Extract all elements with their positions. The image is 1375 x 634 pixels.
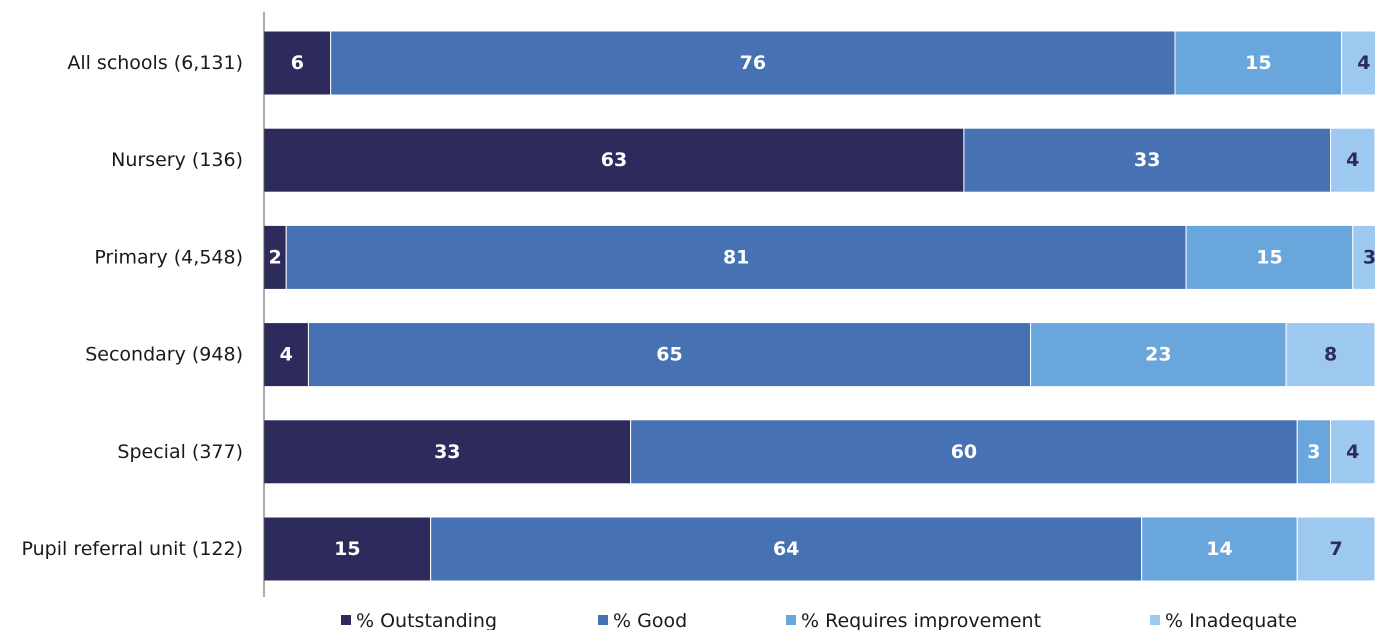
data-label: 81 <box>723 246 749 268</box>
bar-segment <box>1141 516 1298 582</box>
data-label: 7 <box>1329 538 1342 560</box>
legend-swatch <box>341 615 351 625</box>
data-label: 23 <box>1145 344 1171 366</box>
category-label: Secondary (948) <box>85 344 243 366</box>
data-label: 15 <box>1245 52 1271 74</box>
data-label: 8 <box>1324 344 1337 366</box>
data-label: 6 <box>291 52 304 74</box>
bar-segment <box>430 516 1143 582</box>
category-labels: All schools (6,131) Nursery (136) Primary … <box>22 52 243 560</box>
category-label: Primary (4,548) <box>94 246 243 268</box>
data-label: 64 <box>773 538 799 560</box>
bar-segment <box>285 224 1187 290</box>
category-label: All schools (6,131) <box>67 52 243 74</box>
data-label: 60 <box>951 441 977 463</box>
data-label: 33 <box>434 441 460 463</box>
legend-swatch <box>598 615 608 625</box>
data-label: 4 <box>280 344 293 366</box>
legend-swatch <box>786 615 796 625</box>
category-label: Nursery (136) <box>111 149 243 171</box>
bar-segment <box>1341 30 1375 96</box>
legend-label: % Outstanding <box>356 610 497 630</box>
legend-label: % Requires improvement <box>801 610 1041 630</box>
data-label: 76 <box>740 52 766 74</box>
data-label: 15 <box>1256 246 1282 268</box>
data-label: 4 <box>1346 149 1359 171</box>
bar-segment <box>263 127 965 193</box>
bar-segment <box>263 419 632 485</box>
bar-segment <box>307 322 1032 388</box>
bar-segment <box>330 30 1176 96</box>
data-label: 4 <box>1346 441 1359 463</box>
bar-segment <box>1296 419 1332 485</box>
bar-segment <box>963 127 1332 193</box>
data-label: 3 <box>1363 246 1375 268</box>
data-label: 14 <box>1206 538 1232 560</box>
bar-segment <box>263 516 432 582</box>
bar-segment <box>1185 224 1354 290</box>
data-label: 65 <box>656 344 682 366</box>
legend-label: % Inadequate <box>1165 610 1297 630</box>
data-label: 15 <box>334 538 360 560</box>
category-label: Pupil referral unit (122) <box>22 538 243 560</box>
data-label: 63 <box>601 149 627 171</box>
data-label: 33 <box>1134 149 1160 171</box>
bar-segment <box>1174 30 1343 96</box>
bar-segment <box>1330 127 1375 193</box>
data-label: 4 <box>1357 52 1370 74</box>
legend: % Outstanding % Good % Requires improvemen… <box>341 610 1297 632</box>
legend-swatch <box>1150 615 1160 625</box>
bars-layer: 6 76 15 4 63 33 4 2 81 15 3 4 65 23 8 33 60 3 4 15 64 14 7 <box>263 30 1375 582</box>
data-label: 3 <box>1307 441 1320 463</box>
legend-label: % Good <box>613 610 687 630</box>
bar-segment <box>1352 224 1375 290</box>
bar-segment <box>630 419 1298 485</box>
bar-segment <box>1285 322 1375 388</box>
bar-segment <box>1330 419 1375 485</box>
bar-segment <box>263 30 332 96</box>
category-label: Special (377) <box>117 441 243 463</box>
data-label: 2 <box>268 246 281 268</box>
